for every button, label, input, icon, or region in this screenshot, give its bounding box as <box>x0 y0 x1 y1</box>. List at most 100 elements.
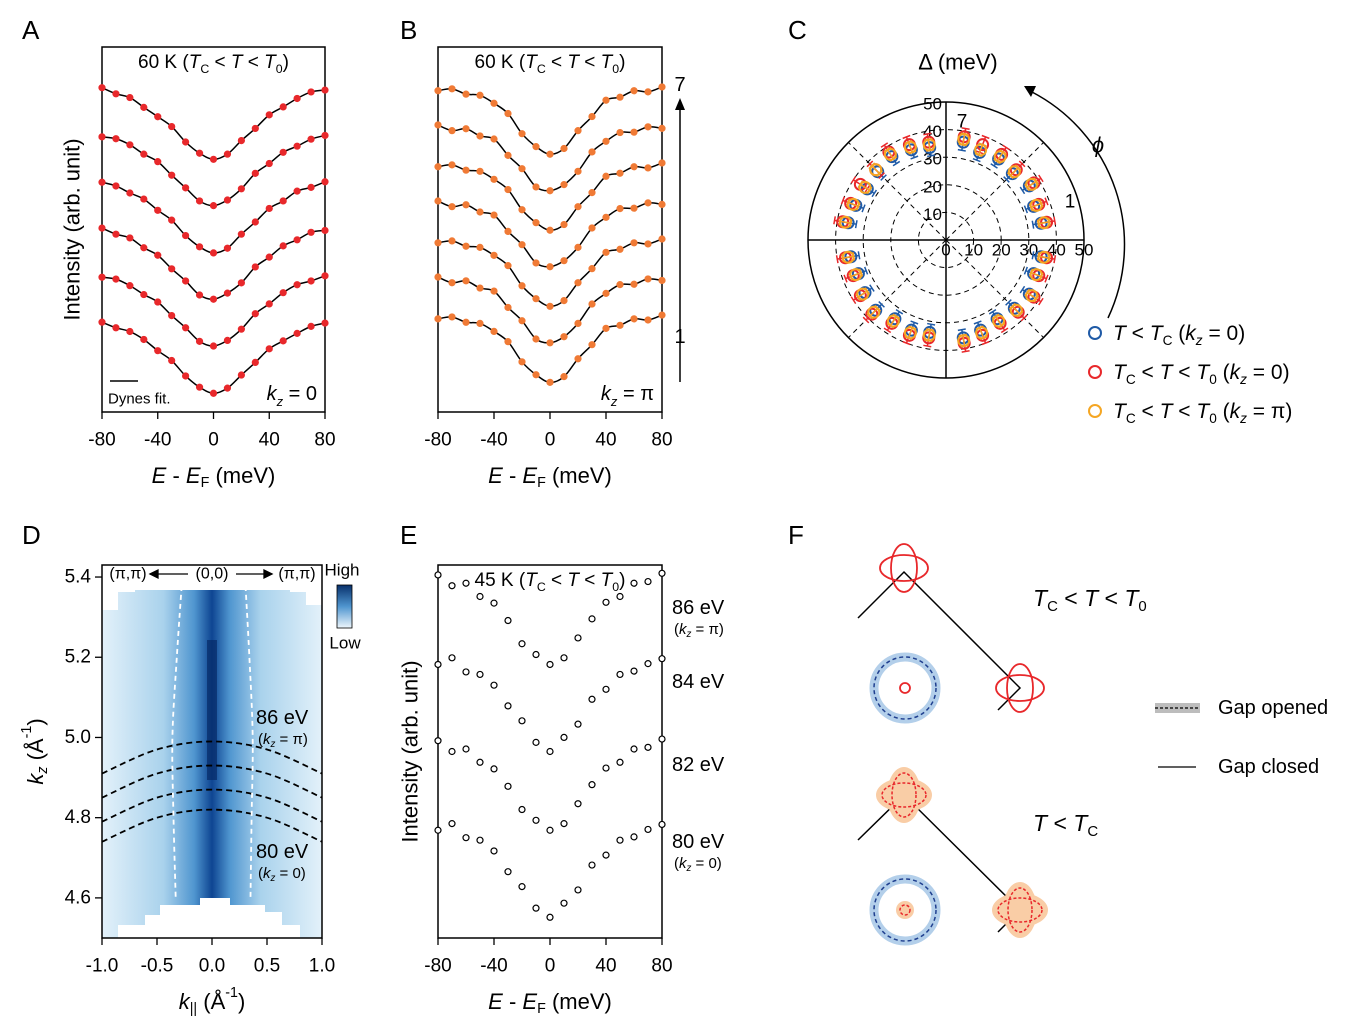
data-point <box>321 272 329 280</box>
text-run: C <box>1087 823 1098 840</box>
direction-label: (π,π) <box>278 566 315 583</box>
data-point <box>644 316 652 324</box>
data-point <box>168 122 176 131</box>
r-tick-label: 30 <box>923 150 942 169</box>
data-point <box>223 384 232 392</box>
data-point <box>279 289 287 297</box>
schematic <box>857 543 1200 946</box>
text-run: k <box>179 989 191 1014</box>
text-run: < <box>243 52 265 73</box>
text-run: = 0) <box>1203 322 1246 345</box>
pocket <box>890 543 918 593</box>
pocket-fill <box>896 901 914 919</box>
x-tick-label: -0.5 <box>141 956 174 977</box>
data-point <box>574 800 582 808</box>
data-point <box>658 655 666 663</box>
data-point <box>867 305 881 319</box>
text-run: (meV) <box>546 989 612 1014</box>
data-point <box>658 735 666 743</box>
cut-label: 80 eV <box>256 841 309 863</box>
cut-note: (kz = π) <box>258 731 308 751</box>
data-point <box>903 140 917 154</box>
data-point <box>490 599 498 607</box>
data-point <box>476 167 484 175</box>
data-point <box>307 135 315 143</box>
fit-line <box>437 238 663 308</box>
data-point <box>462 745 470 753</box>
x-tick-label: 80 <box>651 430 672 451</box>
data-point <box>448 747 456 756</box>
data-point <box>616 245 624 253</box>
series-note: (kz = π) <box>674 621 724 641</box>
data-point <box>112 90 120 98</box>
text-run: < <box>546 570 568 591</box>
data-point <box>957 132 971 146</box>
data-point <box>658 235 666 243</box>
angle-label: ϕ <box>1092 133 1104 158</box>
data-point <box>126 234 134 242</box>
y-axis-label: Intensity (arb. unit) <box>60 138 85 320</box>
text-run: || <box>190 1001 197 1017</box>
text-run: ) <box>23 718 48 725</box>
data-point <box>1011 305 1025 319</box>
data-point <box>630 239 638 247</box>
text-run: z <box>686 629 692 640</box>
data-point <box>98 133 106 141</box>
data-point <box>434 660 442 669</box>
text-run: T <box>1113 361 1128 384</box>
data-point <box>490 99 498 107</box>
r-tick-label: 50 <box>923 95 942 114</box>
data-point <box>1009 303 1023 317</box>
x-tick-label: 0 <box>208 430 219 451</box>
data-point <box>490 287 498 295</box>
data-point <box>560 820 568 828</box>
scan-arrow-b <box>675 98 685 382</box>
data-point <box>448 820 456 828</box>
data-point <box>293 94 301 103</box>
data-point <box>112 275 120 283</box>
text-run: E <box>152 463 167 488</box>
data-point <box>574 243 582 251</box>
data-point <box>546 913 554 921</box>
data-point <box>644 88 652 96</box>
data-point <box>658 276 666 285</box>
data-point <box>476 836 484 844</box>
data-point <box>140 290 148 299</box>
data-point <box>630 579 638 587</box>
data-point <box>644 743 652 751</box>
data-point <box>644 577 652 586</box>
text-run: < <box>579 570 601 591</box>
text-run: k <box>1230 361 1242 384</box>
data-point <box>209 342 218 350</box>
data-point <box>265 345 273 353</box>
data-point <box>462 318 470 326</box>
panel-label: A <box>22 15 40 45</box>
data-point <box>251 310 259 318</box>
text-run: z <box>35 767 51 775</box>
fit-line <box>437 200 663 268</box>
data-point <box>490 681 498 689</box>
data-point <box>869 163 883 177</box>
data-point <box>630 315 638 323</box>
data-point <box>849 268 863 282</box>
data-point <box>1025 289 1039 303</box>
data-point <box>434 273 442 281</box>
x-tick-label: 40 <box>259 430 280 451</box>
x-tick-label: 0 <box>545 430 556 451</box>
text-run: 0 <box>612 62 619 76</box>
data-point <box>602 172 610 180</box>
data-point <box>195 337 204 345</box>
data-point <box>518 883 526 891</box>
data-point <box>112 182 120 190</box>
data-point <box>846 197 860 211</box>
data-point <box>251 124 259 133</box>
kf-line <box>244 576 254 898</box>
data-point <box>321 319 329 327</box>
text-run: k <box>1230 400 1242 423</box>
text-run: = 0) <box>1247 361 1290 384</box>
data-point <box>182 372 190 380</box>
data-point <box>630 87 638 95</box>
data-point <box>504 616 512 625</box>
text-run: T <box>1160 400 1175 423</box>
data-point <box>209 249 218 257</box>
